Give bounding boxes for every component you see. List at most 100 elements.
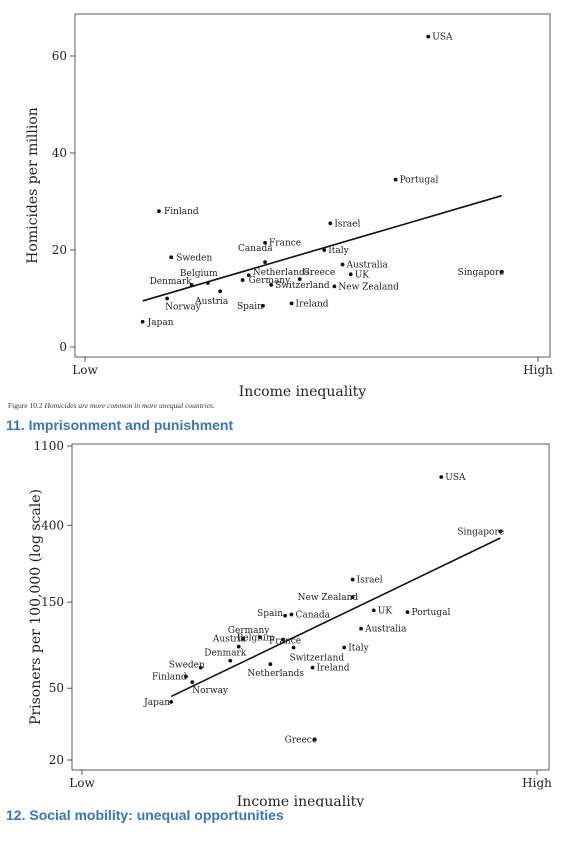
chart2-point-label-france: France [269, 637, 301, 647]
chart2-point-israel [350, 577, 355, 582]
chart1-point-label-switzerland: Switzerland [275, 281, 330, 291]
chart1-point-finland [157, 209, 161, 214]
chart2-point-switzerland [291, 645, 296, 650]
chart2-y-tick-label-2: 150 [41, 595, 64, 609]
chart2-point-japan [169, 699, 174, 704]
chart2-point-label-austria: Austria [212, 635, 247, 645]
chart2-point-sweden [198, 665, 203, 670]
chart2-point-label-finland: Finland [152, 673, 187, 683]
homicide-chart: 0 20 40 60 Low High Income inequality Homicides… [25, 13, 553, 400]
chart1-point-label-japan: Japan [147, 318, 174, 328]
chart2-point-canada [289, 612, 294, 617]
chart1-plot-frame [74, 13, 551, 358]
chart2-point-label-norway: Norway [192, 686, 229, 696]
section-heading-imprisonment: 11. Imprisonment and punishment [6, 417, 234, 433]
chart2-point-greece [312, 737, 317, 742]
figure-caption: Figure 10.2 Homicides are more common in… [8, 401, 215, 410]
chart1-point-switzerland [269, 283, 274, 287]
chart2-point-finland [184, 674, 188, 679]
chart2-point-label-netherlands: Netherlands [247, 669, 304, 679]
chart1-point-new-zealand [332, 284, 337, 289]
chart1-point-greece [297, 277, 302, 281]
chart1-point-denmark [189, 283, 194, 287]
chart1-y-tick-label-3: 60 [52, 49, 67, 63]
chart1-point-israel [328, 221, 333, 226]
chart2-point-denmark [228, 658, 233, 663]
chart1-x-tick-label-high: High [523, 363, 553, 377]
chart2-point-italy [342, 645, 347, 650]
chart1-point-portugal [393, 177, 398, 182]
chart2-point-uk [371, 608, 376, 613]
chart1-point-label-finland: Finland [164, 207, 199, 217]
chart2-point-label-uk: UK [378, 606, 393, 616]
chart1-point-france [263, 240, 267, 245]
chart1-y-tick-label-1: 20 [52, 243, 67, 257]
imprisonment-chart: 20 50 150 400 1100 Low High Income inequality Pr… [28, 439, 552, 807]
chart2-point-norway [190, 680, 195, 685]
chart2-point-label-belgium: Belgium [237, 634, 275, 644]
chart2-point-label-australia: Australia [364, 625, 407, 635]
chart1-point-netherlands [246, 273, 251, 278]
chart1-point-label-usa: USA [432, 33, 453, 43]
chart1-point-singapore [499, 269, 504, 274]
chart2-point-singapore [498, 529, 503, 534]
chart1-point-label-ireland: Ireland [296, 299, 329, 309]
chart2-point-usa [439, 475, 444, 479]
chart2-point-label-greece: Greece [285, 735, 318, 745]
chart1-x-axis-label: Income inequality [239, 384, 367, 400]
chart2-trend-line [170, 537, 501, 698]
chart2-point-germany [257, 635, 262, 639]
chart1-point-label-netherlands: Netherlands [253, 268, 310, 278]
chart2-x-tick-label-low: Low [69, 776, 95, 790]
chart1-point-label-denmark: Denmark [150, 277, 193, 287]
chart1-point-sweden [169, 255, 174, 260]
chart2-x-tick-label-high: High [522, 776, 552, 790]
chart1-x-tick-label-low: Low [72, 363, 98, 377]
chart1-point-label-austria: Austria [194, 297, 229, 307]
chart2-point-ireland [310, 665, 315, 670]
chart2-point-belgium [236, 644, 241, 649]
chart2-y-tick-label-4: 1100 [33, 439, 64, 453]
chart2-y-tick-label-1: 50 [49, 681, 64, 695]
chart1-point-canada [263, 260, 267, 265]
chart1-point-label-norway: Norway [165, 303, 202, 313]
chart2-point-portugal [405, 610, 410, 615]
chart2-y-tick-label-0: 20 [49, 753, 64, 767]
chart2-point-australia [359, 626, 363, 631]
chart1-point-ireland [289, 301, 294, 306]
section-heading-mobility: 12. Social mobility: unequal opportuniti… [6, 807, 284, 823]
chart2-point-label-germany: Germany [228, 626, 271, 636]
chart1-point-label-belgium: Belgium [180, 269, 218, 279]
chart1-point-japan [140, 319, 145, 324]
chart1-point-label-italy: Italy [328, 246, 349, 256]
chart1-point-label-australia: Australia [346, 261, 389, 271]
chart2-point-label-italy: Italy [348, 644, 369, 654]
chart1-point-norway [165, 296, 170, 301]
chart2-y-axis-label: Prisoners per 100,000 (log scale) [28, 489, 44, 725]
chart2-point-spain [283, 613, 288, 618]
chart1-point-usa [426, 34, 431, 39]
chart2-point-label-ireland: Ireland [317, 664, 350, 674]
chart2-point-label-denmark: Denmark [204, 649, 247, 659]
figure-caption-text: Homicides are more common in more unequa… [44, 401, 215, 410]
chart1-point-label-germany: Germany [249, 276, 292, 286]
chart1-point-label-new-zealand: New Zealand [338, 282, 399, 292]
chart2-point-new-zealand [350, 595, 355, 599]
chart2-point-label-portugal: Portugal [412, 608, 451, 618]
chart1-point-label-sweden: Sweden [176, 253, 212, 263]
chart1-point-australia [340, 262, 345, 267]
chart2-point-label-usa: USA [445, 473, 466, 483]
chart2-point-austria [241, 636, 245, 641]
chart2-plot-frame [71, 443, 550, 771]
chart2-point-label-sweden: Sweden [169, 661, 205, 671]
chart1-y-axis-label: Homicides per million [25, 107, 41, 264]
chart1-point-label-singapore: Singapore [458, 268, 505, 278]
chart1-point-label-greece: Greece [303, 268, 336, 278]
chart1-point-label-israel: Israel [334, 219, 360, 229]
chart1-point-spain [261, 303, 265, 308]
chart1-trend-line [142, 194, 502, 302]
chart1-point-label-portugal: Portugal [400, 176, 439, 186]
chart1-point-label-spain: Spain [237, 302, 263, 312]
chart1-y-tick-label-2: 40 [52, 146, 67, 160]
chart2-x-axis-label: Income inequality [237, 794, 365, 807]
